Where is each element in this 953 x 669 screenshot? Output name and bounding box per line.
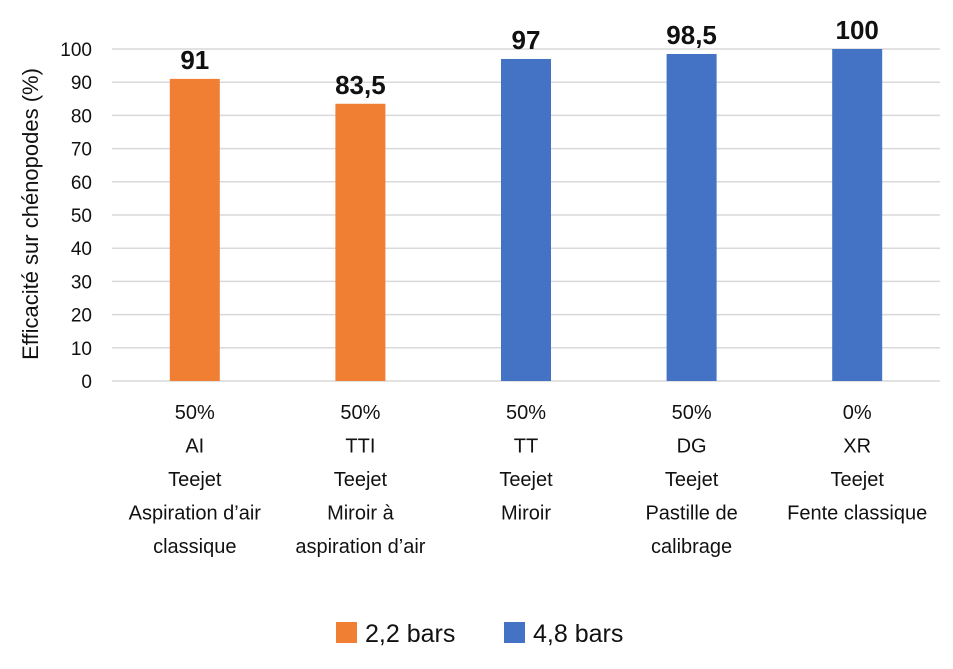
data-labels: 91 83,5 97 98,5 100 xyxy=(180,15,879,100)
x-category-line: 0% xyxy=(843,402,872,424)
x-axis-categories: 50% AI Teejet Aspiration d’air classique 50% T… xyxy=(129,402,928,558)
y-axis-ticks: 0 10 20 30 40 50 60 70 80 90 100 xyxy=(60,40,92,393)
x-category-line: Fente classique xyxy=(787,503,927,525)
data-label: 98,5 xyxy=(666,20,717,50)
x-category-line: 50% xyxy=(175,402,215,424)
x-category-label: 50% DG Teejet Pastille de calibrage xyxy=(645,402,737,558)
x-category-line: Pastille de xyxy=(645,503,737,525)
y-tick-label: 0 xyxy=(81,372,92,393)
data-label: 91 xyxy=(180,45,209,75)
bar xyxy=(832,49,883,381)
bar xyxy=(666,53,717,381)
x-category-line: Teejet xyxy=(665,469,719,491)
data-label: 83,5 xyxy=(335,70,386,100)
x-category-line: Miroir à xyxy=(327,503,395,525)
x-category-line: 50% xyxy=(340,402,380,424)
bar xyxy=(169,78,220,381)
x-category-line: 50% xyxy=(506,402,546,424)
y-tick-label: 20 xyxy=(71,306,92,327)
data-label: 100 xyxy=(836,15,879,45)
x-category-label: 50% TT Teejet Miroir xyxy=(499,402,553,525)
x-category-line: 50% xyxy=(672,402,712,424)
x-category-line: calibrage xyxy=(651,536,732,558)
y-tick-label: 100 xyxy=(60,40,92,61)
x-category-line: classique xyxy=(153,536,236,558)
x-category-label: 50% TTI Teejet Miroir à aspiration d’air xyxy=(295,402,425,558)
legend-label: 2,2 bars xyxy=(365,620,455,648)
y-tick-label: 90 xyxy=(71,73,92,94)
x-category-line: Teejet xyxy=(168,469,222,491)
bars xyxy=(169,49,883,382)
x-category-line: Aspiration d’air xyxy=(129,503,262,525)
x-category-line: Teejet xyxy=(831,469,885,491)
y-tick-label: 50 xyxy=(71,206,92,227)
x-category-line: Teejet xyxy=(334,469,388,491)
x-category-label: 0% XR Teejet Fente classique xyxy=(787,402,927,525)
x-category-line: aspiration d’air xyxy=(295,536,425,558)
x-category-line: Teejet xyxy=(499,469,553,491)
x-category-line: TTI xyxy=(345,436,375,458)
x-category-line: DG xyxy=(677,436,707,458)
bar xyxy=(335,103,386,381)
x-category-line: Miroir xyxy=(501,503,551,525)
x-category-label: 50% AI Teejet Aspiration d’air classique xyxy=(129,402,262,558)
data-label: 97 xyxy=(512,25,541,55)
x-category-line: TT xyxy=(514,436,538,458)
y-tick-label: 60 xyxy=(71,173,92,194)
y-tick-label: 30 xyxy=(71,272,92,293)
legend-swatch xyxy=(504,622,525,643)
y-tick-label: 70 xyxy=(71,140,92,161)
legend: 2,2 bars 4,8 bars xyxy=(336,620,623,648)
y-tick-label: 10 xyxy=(71,339,92,360)
y-tick-label: 40 xyxy=(71,239,92,260)
legend-label: 4,8 bars xyxy=(533,620,623,648)
y-axis-label: Efficacité sur chénopodes (%) xyxy=(18,68,43,360)
bar xyxy=(501,58,551,382)
y-tick-label: 80 xyxy=(71,106,92,127)
x-category-line: XR xyxy=(843,436,871,458)
legend-swatch xyxy=(336,622,357,643)
x-category-line: AI xyxy=(185,436,204,458)
